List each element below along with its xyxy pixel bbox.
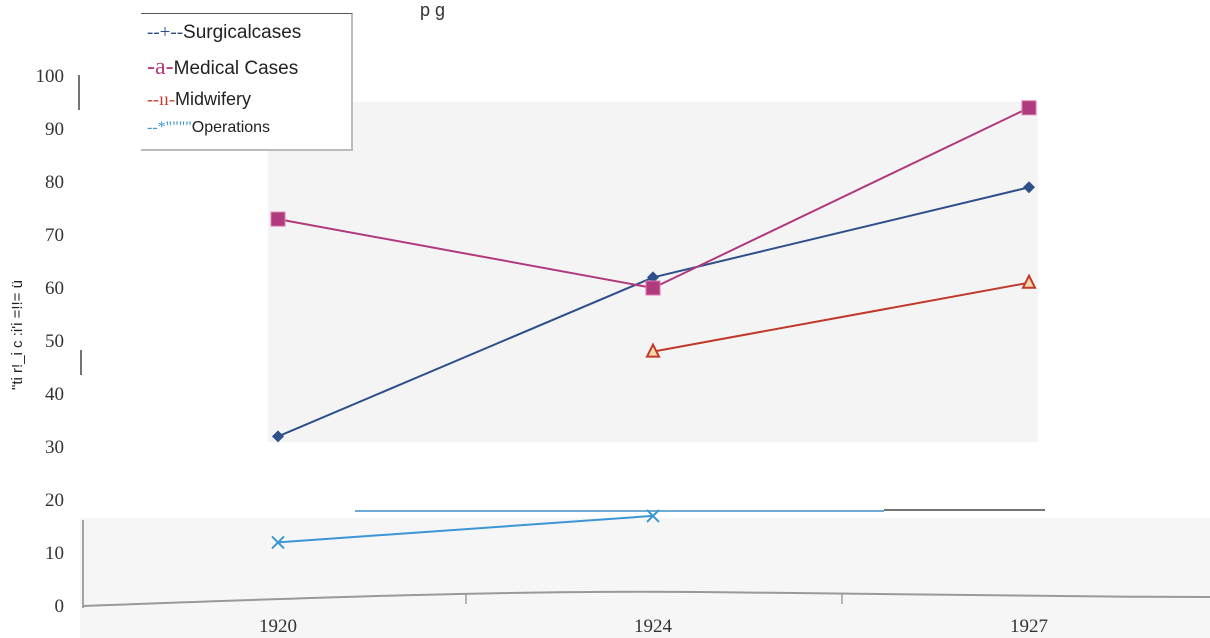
series-surgicalcases — [272, 181, 1035, 443]
midwifery-marker-icon: --ıı- — [147, 89, 175, 109]
legend-item-surgical-cases: --+--Surgicalcases — [147, 22, 301, 44]
data-point-midwifery — [1021, 273, 1037, 289]
legend-label: Medical Cases — [173, 58, 299, 79]
y-tick-label: 70 — [45, 225, 64, 246]
bottom-strip-patch — [80, 518, 1210, 638]
legend-item-operations: --*""""Operations — [147, 119, 270, 137]
y-tick-label: 100 — [36, 66, 65, 87]
y-tick-labels: 0 10 20 30 40 50 60 70 80 90 100 — [36, 66, 65, 617]
data-point-medical-cases — [1021, 100, 1037, 116]
data-point-medical-cases — [645, 280, 661, 296]
legend: --+--Surgicalcases -a-Medical Cases --ıı… — [141, 13, 353, 151]
x-tick-label: 1927 — [1010, 616, 1048, 637]
data-point-operations — [271, 535, 285, 550]
data-point-surgicalcases — [272, 430, 284, 443]
chart-title: p g — [420, 0, 445, 20]
medical-cases-marker-icon: -a- — [147, 54, 174, 80]
legend-item-medical-cases: -a-Medical Cases — [147, 54, 298, 81]
operations-marker-icon: --*"""" — [147, 119, 192, 136]
data-point-midwifery — [645, 342, 661, 358]
x-tick-label: 1924 — [634, 616, 673, 637]
series-line-midwifery — [652, 281, 1030, 353]
x-axis-line — [82, 590, 1210, 607]
legend-label: Surgicalcases — [183, 22, 302, 43]
data-point-surgicalcases — [647, 271, 659, 284]
data-point-medical-cases — [270, 211, 286, 227]
y-tick-label: 60 — [45, 278, 64, 299]
y-axis-label: "ti r!_i c :i'i =!!= ü — [9, 280, 26, 390]
y-tick-label: 80 — [45, 172, 64, 193]
y-tick-label: 10 — [45, 543, 64, 564]
legend-label: Midwifery — [174, 89, 251, 109]
y-tick-label: 20 — [45, 490, 64, 511]
y-tick-label: 50 — [45, 331, 64, 352]
surgical-cases-marker-icon: --+-- — [147, 22, 184, 43]
series-midwifery — [645, 273, 1037, 358]
y-tick-label: 30 — [45, 437, 64, 458]
y-tick-label: 40 — [45, 384, 64, 405]
x-tick-labels: 1920 1924 1927 — [259, 616, 1048, 637]
series-line-operations — [277, 514, 654, 544]
data-point-operations — [646, 509, 660, 523]
y-tick-label: 90 — [45, 119, 64, 140]
series-medical-cases — [270, 100, 1037, 296]
series-layer — [270, 100, 1037, 550]
legend-item-midwifery: --ıı-Midwifery — [147, 89, 251, 110]
series-operations — [271, 509, 660, 550]
legend-label: Operations — [191, 119, 271, 136]
y-tick-label: 0 — [55, 596, 65, 617]
data-point-surgicalcases — [1023, 181, 1035, 194]
x-tick-label: 1920 — [259, 616, 297, 637]
